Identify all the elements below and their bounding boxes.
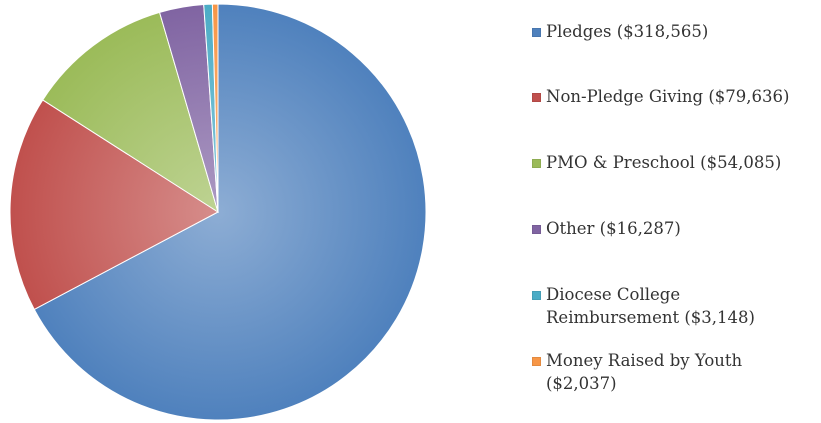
legend-item-pledges: Pledges ($318,565) [532, 20, 708, 43]
legend-label: Other ($16,287) [546, 219, 681, 238]
pie-slice-non-pledge-giving [9, 99, 219, 311]
pie-slice-pmo-preschool [42, 11, 219, 214]
legend-swatch [532, 159, 541, 168]
legend-swatch [532, 28, 541, 37]
legend-label: Non-Pledge Giving ($79,636) [546, 87, 790, 106]
pie-slices [9, 3, 427, 421]
legend-item-money-raised-by-youth: Money Raised by Youth ($2,037) [532, 349, 742, 395]
legend-swatch [532, 225, 541, 234]
legend-swatch [532, 291, 541, 300]
legend-item-diocese-college-reimbursement: Diocese College Reimbursement ($3,148) [532, 283, 755, 329]
legend-item-non-pledge-giving: Non-Pledge Giving ($79,636) [532, 85, 789, 108]
legend-label: Diocese College Reimbursement ($3,148) [546, 285, 755, 327]
legend-swatch [532, 357, 541, 366]
legend-label: PMO & Preschool ($54,085) [546, 153, 782, 172]
pie-slice-money-raised-by-youth [211, 3, 219, 213]
legend-label: Pledges ($318,565) [546, 22, 709, 41]
legend-item-other: Other ($16,287) [532, 217, 681, 240]
legend-swatch [532, 93, 541, 102]
pie-slice-pledges [33, 3, 427, 421]
legend-item-pmo-preschool: PMO & Preschool ($54,085) [532, 151, 781, 174]
legend-label: Money Raised by Youth ($2,037) [546, 351, 743, 393]
